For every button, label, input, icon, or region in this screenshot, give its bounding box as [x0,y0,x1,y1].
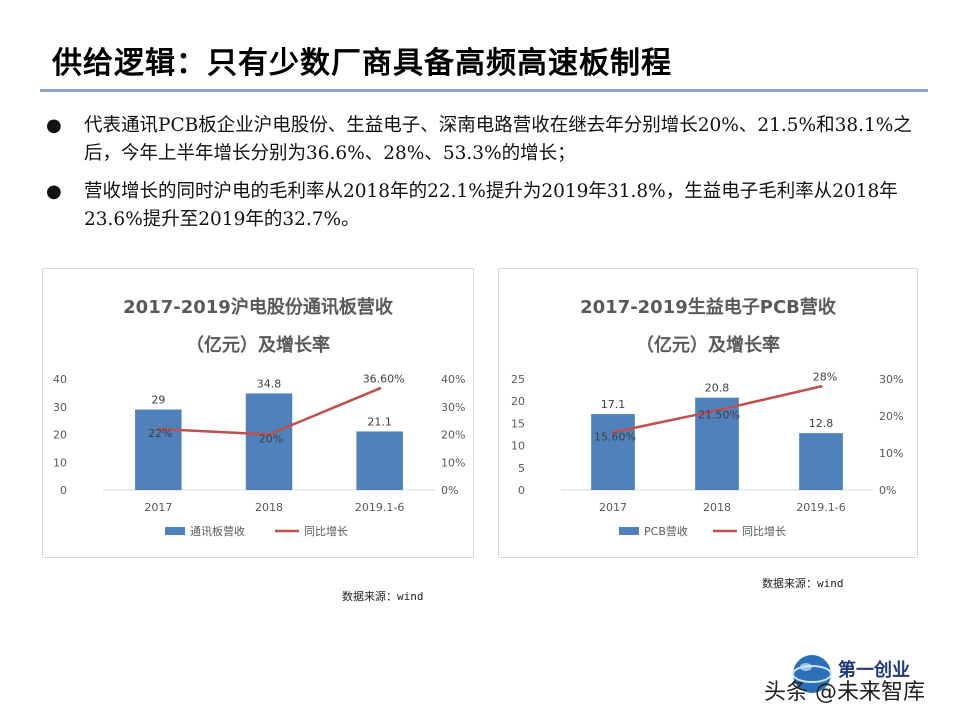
chart-shengyi: 2017-2019生益电子PCB营收 （亿元）及增长率 0 5 10 15 20 25 0% 10… [498,268,918,558]
y2-tick-label: 30% [441,401,465,414]
bar [245,393,293,490]
y2-tick-label: 20% [441,429,465,442]
y-tick-label: 25 [511,373,525,386]
chart-shengyi-svg: 2017-2019生益电子PCB营收 （亿元）及增长率 0 5 10 15 20 25 0% 10… [511,296,903,538]
bar [135,409,182,490]
y2-tick-label: 0% [441,484,458,497]
bar-data-label: 12.8 [809,417,834,430]
chart-title: 2017-2019生益电子PCB营收 [580,296,836,318]
legend-swatch-bar [619,527,639,535]
bullet-dot: ● [46,115,62,136]
legend-label: 同比增长 [742,524,786,538]
y2-tick-label: 10% [879,447,903,460]
legend-label: PCB营收 [644,524,688,538]
line-data-label: 15.60% [594,430,636,443]
page-title: 供给逻辑：只有少数厂商具备高频高速板制程 [52,46,672,81]
bullet-text: 营收增长的同时沪电的毛利率从2018年的22.1%提升为2019年31.8%，生… [84,181,898,230]
y2-tick-label: 0% [879,484,896,497]
bar-data-label: 17.1 [601,398,626,411]
x-tick-label: 2019.1-6 [355,501,404,514]
bullet-item: ● 营收增长的同时沪电的毛利率从2018年的22.1%提升为2019年31.8%… [40,178,920,234]
y2-tick-label: 20% [879,410,903,423]
chart-title: 2017-2019沪电股份通讯板营收 [123,296,393,318]
y-tick-label: 15 [511,417,525,430]
line-data-label: 36.60% [363,372,405,385]
y-tick-label: 0 [60,484,67,497]
y-tick-label: 20 [511,395,525,408]
globe-logo-icon [792,655,832,693]
line-data-label: 20% [259,433,283,446]
line-data-label: 28% [813,370,837,383]
line-data-label: 22% [148,427,172,440]
bullet-item: ● 代表通讯PCB板企业沪电股份、生益电子、深南电路营收在继去年分别增长20%、… [40,112,920,168]
x-tick-label: 2018 [255,501,283,514]
x-tick-label: 2019.1-6 [796,501,845,514]
y-tick-label: 20 [53,429,67,442]
bar-data-label: 20.8 [705,382,730,395]
brand-logo-text: 第一创业 [838,660,910,681]
chart-subtitle: （亿元）及增长率 [636,334,780,356]
bar-data-label: 34.8 [257,377,282,390]
chart-hudian: 2017-2019沪电股份通讯板营收 （亿元）及增长率 0 10 20 30 40 0% 10%… [42,268,474,558]
bullet-dot: ● [46,181,62,202]
bar-data-label: 29 [151,394,165,407]
line-point [156,427,160,431]
bullet-list: ● 代表通讯PCB板企业沪电股份、生益电子、深南电路营收在继去年分别增长20%、… [40,112,920,244]
y-tick-label: 40 [53,373,67,386]
bar [591,414,635,490]
legend-swatch-bar [165,527,185,535]
source-note: 数据来源：wind [762,577,844,590]
chart-subtitle: （亿元）及增长率 [186,334,330,356]
line-point [715,408,719,412]
y-tick-label: 10 [511,440,525,453]
y2-tick-label: 10% [441,456,465,469]
y2-tick-label: 30% [879,373,903,386]
y-tick-label: 10 [53,456,67,469]
bar [799,433,843,490]
y2-tick-label: 40% [441,373,465,386]
legend-label: 通讯板营收 [190,524,245,538]
x-tick-label: 2017 [599,501,627,514]
x-tick-label: 2018 [703,501,731,514]
chart-hudian-svg: 2017-2019沪电股份通讯板营收 （亿元）及增长率 0 10 20 30 40 0% 10%… [53,296,465,538]
bullet-text: 代表通讯PCB板企业沪电股份、生益电子、深南电路营收在继去年分别增长20%、21… [84,115,912,164]
legend-label: 同比增长 [304,524,348,538]
line-point [611,430,615,434]
line-point [819,384,823,388]
source-note: 数据来源：wind [342,590,424,603]
title-divider [40,89,928,92]
bar-data-label: 21.1 [367,415,392,428]
y-tick-label: 5 [518,462,525,475]
watermark-text: 头条 @未来智库 [764,680,925,705]
line-data-label: 21.50% [698,408,740,421]
line-point [267,433,271,436]
line-point [378,386,382,390]
y-tick-label: 0 [518,484,525,497]
x-tick-label: 2017 [144,501,172,514]
bar [356,431,403,490]
y-tick-label: 30 [53,401,67,414]
